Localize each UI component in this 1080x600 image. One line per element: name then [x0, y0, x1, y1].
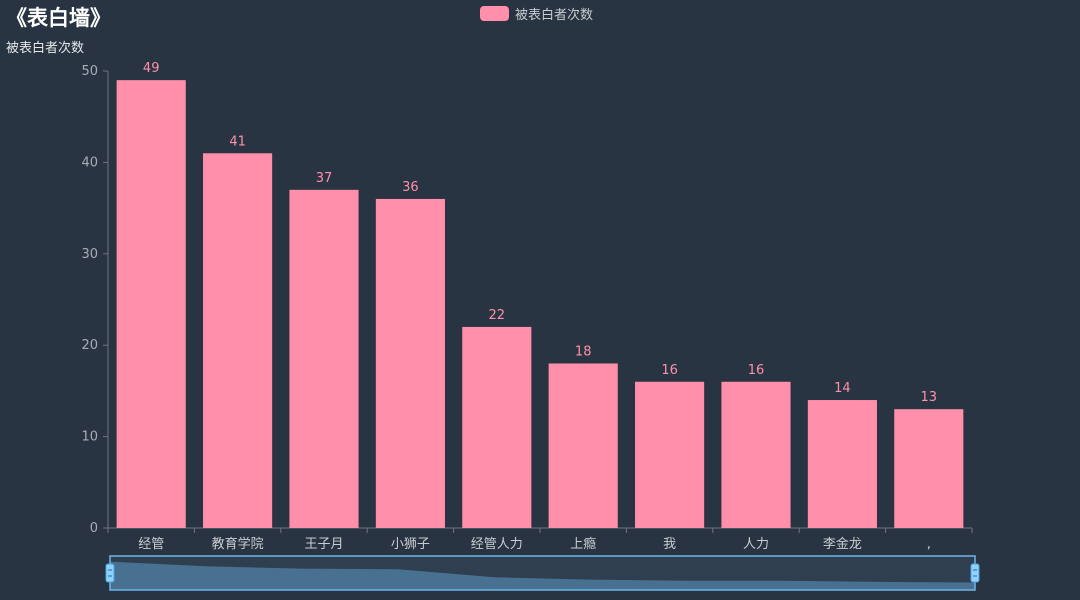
bar-value-label: 37 [316, 171, 333, 186]
zoom-handle-right[interactable] [970, 563, 980, 583]
y-tick-label: 10 [81, 430, 98, 445]
x-tick-label: 我 [663, 537, 676, 552]
bar[interactable] [635, 381, 705, 528]
bar-value-label: 13 [921, 390, 938, 405]
y-tick-label: 30 [81, 247, 98, 262]
legend[interactable]: 被表白者次数 [480, 4, 593, 23]
bar[interactable] [807, 400, 877, 528]
x-tick-label: 上瘾 [570, 536, 596, 552]
y-tick-label: 20 [81, 338, 98, 353]
bar[interactable] [375, 198, 445, 528]
bar-value-label: 16 [661, 363, 678, 378]
bar[interactable] [116, 80, 186, 528]
x-tick-label: 王子月 [304, 537, 343, 552]
bar[interactable] [203, 153, 273, 528]
y-tick-label: 40 [81, 155, 98, 170]
x-tick-label: 小狮子 [391, 537, 430, 552]
bar[interactable] [721, 381, 791, 528]
chart-title: 《表白墙》 [6, 6, 111, 30]
bar[interactable] [289, 189, 359, 528]
y-tick-label: 50 [81, 64, 98, 79]
bar-value-label: 14 [834, 381, 851, 396]
zoom-data-shadow [110, 561, 975, 590]
x-tick-label: , [927, 537, 931, 552]
x-tick-label: 教育学院 [212, 536, 264, 552]
bar-value-label: 36 [402, 180, 419, 195]
bar[interactable] [894, 409, 964, 528]
x-tick-label: 李金龙 [823, 536, 862, 552]
bar-value-label: 18 [575, 344, 592, 359]
bar-value-label: 49 [143, 61, 160, 76]
x-tick-label: 经管 [138, 537, 164, 552]
x-tick-label: 经管人力 [471, 537, 523, 552]
bar-value-label: 16 [748, 363, 765, 378]
bar[interactable] [462, 326, 532, 528]
x-tick-label: 人力 [743, 537, 769, 552]
bar[interactable] [548, 363, 618, 528]
bar-value-label: 22 [489, 308, 506, 323]
bar-value-label: 41 [229, 134, 246, 149]
y-tick-label: 0 [90, 521, 98, 536]
y-axis-label: 被表白者次数 [6, 41, 85, 56]
legend-label: 被表白者次数 [515, 8, 594, 23]
legend-swatch [480, 6, 509, 21]
zoom-handle-left[interactable] [105, 563, 115, 583]
